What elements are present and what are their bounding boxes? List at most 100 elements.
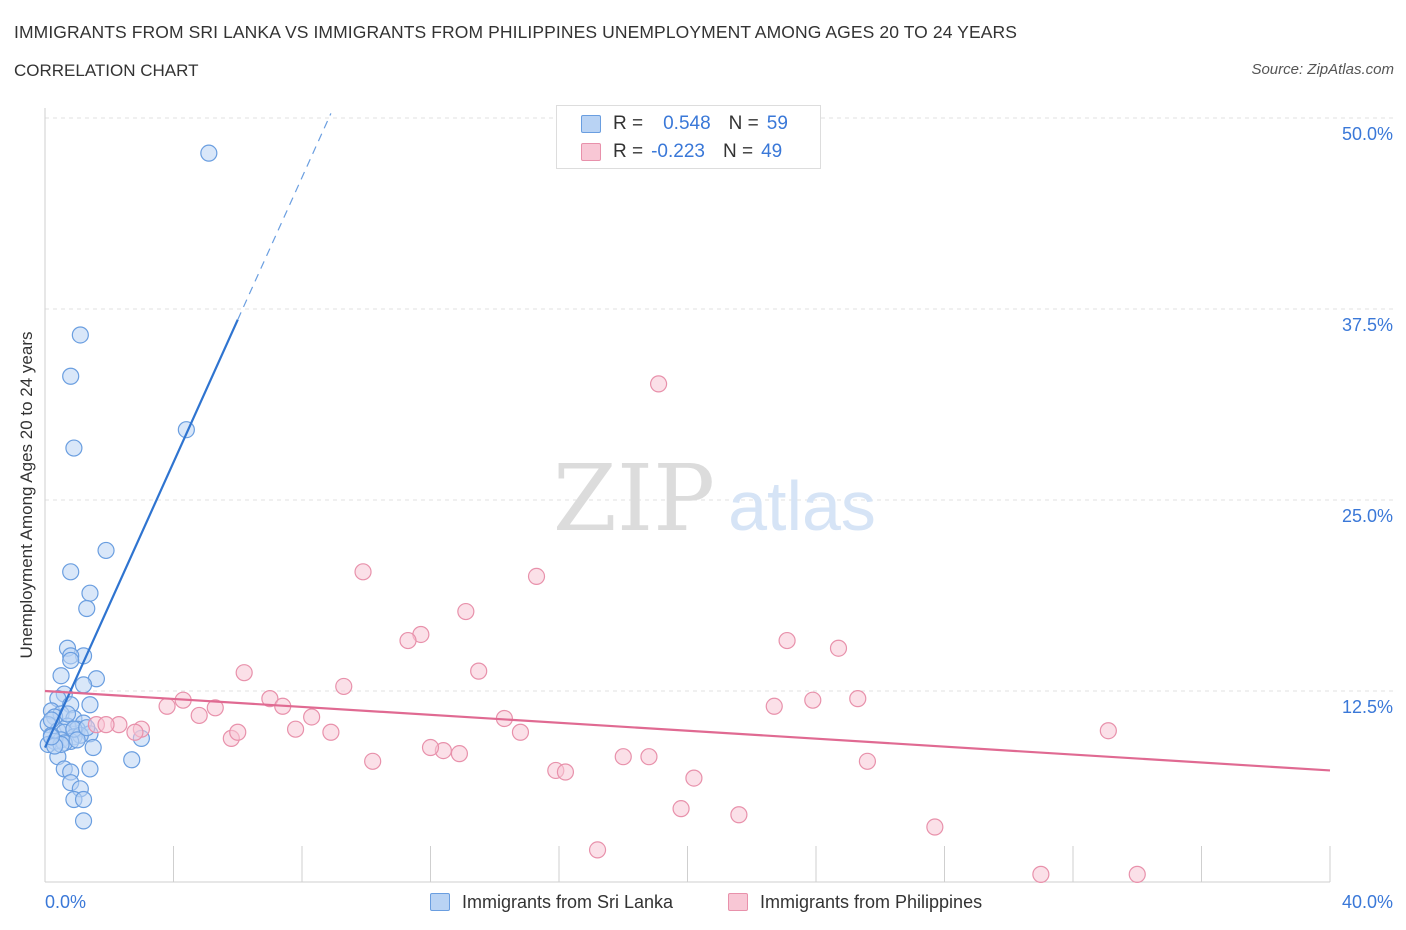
data-point (68, 731, 86, 749)
x-tick-label: 40.0% (1342, 892, 1393, 912)
data-point (123, 751, 141, 769)
x-tick-label: 0.0% (45, 892, 86, 912)
series-sri-lanka-points (39, 144, 218, 830)
data-point (685, 769, 703, 787)
data-point (672, 800, 690, 818)
legend-n-value: 59 (766, 113, 788, 134)
data-point (450, 745, 469, 763)
trend-lines (43, 113, 1331, 772)
bottom-legend-label-philippines: Immigrants from Philippines (760, 891, 983, 912)
data-point (206, 699, 224, 717)
data-point (640, 748, 658, 766)
data-point (52, 667, 70, 685)
data-point (84, 738, 102, 757)
watermark-zip: ZIP (553, 445, 715, 552)
data-point (190, 706, 208, 725)
y-tick-label: 25.0% (1342, 506, 1393, 526)
legend-r-value: -0.223 (651, 141, 705, 162)
legend-row-sri-lanka: R = 0.548 N = 59 (581, 112, 788, 136)
data-point (765, 697, 783, 715)
data-point (556, 763, 575, 781)
trend-line-philippines (44, 689, 1331, 772)
data-point (261, 690, 279, 708)
chart-title: IMMIGRANTS FROM SRI LANKA VS IMMIGRANTS … (14, 22, 1018, 42)
y-axis-label: Unemployment Among Ages 20 to 24 years (17, 331, 36, 659)
data-point (81, 760, 99, 778)
data-point (78, 599, 96, 618)
data-point (97, 541, 115, 560)
y-axis-label-container: Unemployment Among Ages 20 to 24 years (12, 110, 42, 880)
data-point (1032, 865, 1050, 883)
legend-n-label: N = (728, 113, 759, 134)
chart-subtitle: CORRELATION CHART (14, 61, 199, 80)
data-point (588, 841, 607, 859)
legend-swatch-sri-lanka (581, 115, 601, 133)
data-point (62, 367, 80, 385)
legend-r-label: R = (613, 141, 644, 162)
data-point (97, 716, 115, 734)
axes (44, 108, 1331, 883)
data-point (229, 723, 247, 741)
tick-labels: 12.5% 25.0% 37.5% 50.0% 0.0% 40.0% (45, 124, 1393, 912)
legend-r-value: 0.548 (663, 113, 711, 134)
data-point (649, 375, 668, 393)
data-point (457, 602, 475, 621)
data-point (470, 662, 488, 680)
source-label: Source: ZipAtlas.com (1251, 61, 1394, 78)
data-point (778, 631, 796, 650)
data-point (200, 144, 218, 162)
y-tick-label: 12.5% (1342, 697, 1393, 717)
bottom-legend-philippines[interactable]: Immigrants from Philippines (728, 889, 982, 915)
data-point (81, 584, 99, 602)
data-point (62, 651, 80, 670)
series-philippines-points (87, 375, 1146, 883)
data-point (286, 720, 305, 738)
data-point (849, 690, 867, 708)
data-point (730, 806, 748, 824)
legend-row-philippines: R = -0.223 N = 49 (581, 140, 782, 164)
data-point (511, 723, 530, 741)
trend-line-sri-lanka (43, 319, 239, 748)
bottom-legend-swatch-philippines (728, 893, 748, 911)
data-point (126, 723, 144, 741)
data-point (335, 677, 353, 696)
data-point (527, 567, 546, 586)
legend-r-label: R = (613, 113, 644, 134)
grid-lines (45, 117, 1395, 692)
data-point (158, 697, 176, 715)
legend-swatch-philippines (581, 143, 601, 161)
data-point (1128, 865, 1146, 883)
data-point (399, 631, 417, 650)
bottom-legend-label-sri-lanka: Immigrants from Sri Lanka (462, 891, 674, 912)
watermark: ZIP atlas (553, 445, 876, 552)
data-point (354, 563, 372, 581)
data-point (421, 738, 440, 757)
y-tick-label: 50.0% (1342, 124, 1393, 144)
data-point (65, 439, 83, 457)
data-point (81, 696, 99, 714)
watermark-atlas: atlas (728, 467, 876, 545)
data-point (322, 723, 340, 741)
data-point (62, 563, 80, 581)
data-point (364, 752, 382, 770)
data-point (858, 752, 877, 770)
data-point (926, 818, 944, 836)
data-point (74, 790, 93, 809)
data-point (1099, 722, 1117, 740)
y-tick-label: 37.5% (1342, 315, 1393, 335)
data-point (74, 676, 93, 694)
bottom-legend-swatch-sri-lanka (430, 893, 450, 911)
data-point (829, 639, 848, 657)
data-point (74, 812, 93, 830)
bottom-legend-sri-lanka[interactable]: Immigrants from Sri Lanka (430, 889, 673, 915)
legend-n-value: 49 (761, 141, 783, 162)
legend-n-label: N = (722, 141, 754, 162)
data-point (303, 708, 321, 726)
trend-line-sri-lanka-extension (237, 113, 332, 320)
data-point (235, 664, 253, 682)
correlation-legend: R = 0.548 N = 59 R = -0.223 N = 49 (556, 105, 821, 169)
data-point (614, 748, 632, 766)
data-point (804, 691, 822, 709)
data-point (71, 326, 89, 344)
